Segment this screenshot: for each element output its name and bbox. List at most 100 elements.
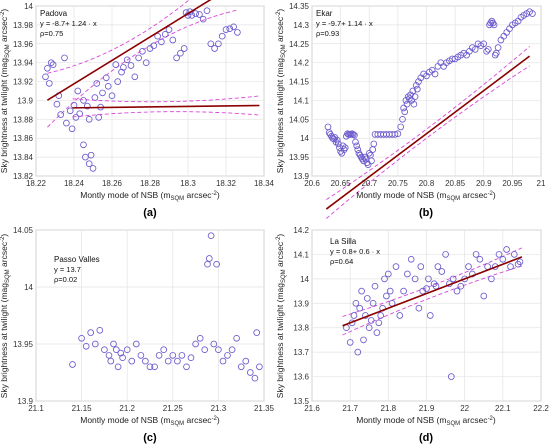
data-point (371, 282, 379, 290)
data-point (42, 73, 49, 81)
data-point (325, 129, 333, 136)
data-point (112, 346, 120, 354)
data-point (169, 36, 177, 44)
data-point (354, 348, 362, 356)
y-tick-label: 13.9 (293, 172, 309, 181)
data-point (183, 363, 190, 371)
correlation-d: ρ=0.64 (330, 257, 353, 266)
data-point (410, 100, 418, 108)
y-tick-label: 14.2 (293, 226, 309, 235)
y-tick-labels-c: 13.9 13.95 14 14.05 (13, 226, 34, 406)
y-tick-label: 14.05 (289, 115, 310, 124)
data-point (494, 44, 502, 51)
data-point (499, 255, 507, 263)
y-tick-label: 14.2 (293, 59, 309, 68)
x-tick-label: 21.35 (254, 404, 275, 413)
panel-label-b: (b) (419, 207, 433, 219)
data-point (368, 157, 375, 165)
data-point (142, 59, 150, 67)
data-point (192, 340, 199, 348)
data-point (341, 144, 349, 152)
data-point (215, 346, 222, 354)
data-point (251, 374, 259, 382)
data-point (108, 92, 116, 100)
data-point (150, 42, 158, 50)
data-point (404, 93, 412, 101)
data-point (360, 157, 367, 165)
data-point (228, 346, 236, 354)
y-tick-labels-d: 13.5 13.6 13.7 13.8 13.9 14 14.1 14.2 (293, 226, 309, 406)
data-point (434, 263, 442, 270)
confidence-band-b (326, 46, 530, 219)
data-point (199, 15, 207, 23)
data-point (392, 263, 400, 270)
y-tick-label: 13.95 (289, 153, 310, 162)
data-point (472, 251, 480, 258)
data-point (407, 255, 415, 263)
x-tick-label: 21.8 (381, 404, 397, 413)
x-tick-label: 22.2 (533, 404, 549, 413)
data-point (224, 352, 231, 359)
regression-equation-c: y = 13.7 (54, 265, 81, 274)
x-tick-label: 21.25 (163, 404, 184, 413)
confidence-bound-lower (326, 65, 530, 219)
data-point (369, 299, 377, 307)
data-point (186, 8, 194, 16)
x-tick-label: 22 (460, 404, 469, 413)
x-tick-label: 21 (537, 179, 546, 188)
data-point (137, 352, 145, 359)
data-point (349, 131, 357, 138)
correlation-c: ρ=0.02 (54, 275, 77, 284)
data-point (375, 319, 383, 327)
data-point (383, 292, 390, 300)
data-point (397, 123, 405, 131)
data-point (415, 78, 422, 85)
data-point (96, 326, 104, 334)
data-point (352, 138, 359, 146)
y-tick-label: 13.9 (17, 397, 33, 406)
x-tick-label: 21.3 (211, 404, 227, 413)
data-point (207, 232, 215, 240)
data-point (400, 287, 407, 295)
confidence-band-c (72, 95, 260, 118)
data-point (101, 346, 108, 354)
x-tick-label: 18.24 (64, 179, 85, 188)
data-point (415, 304, 423, 312)
data-point (256, 363, 263, 371)
data-point (165, 26, 173, 33)
confidence-bound-upper (326, 46, 530, 200)
data-point (164, 357, 172, 365)
data-point (203, 7, 211, 15)
data-point (362, 155, 370, 163)
data-point (204, 260, 211, 268)
y-tick-label: 14.05 (13, 226, 34, 235)
data-point (87, 151, 95, 159)
y-axis-label-b: Sky brightness at twilight (magSQM arcse… (275, 9, 287, 174)
y-tick-label: 13.9 (17, 96, 33, 105)
x-axis-label-d: Montly mode of NSB (mSQM arcsec-2) (356, 415, 496, 427)
data-point (480, 292, 488, 300)
data-point (57, 111, 65, 118)
data-point (117, 349, 125, 357)
data-point (411, 93, 419, 101)
x-tick-label: 20.95 (502, 179, 523, 188)
data-point (169, 352, 177, 359)
data-point (114, 363, 122, 371)
data-point (104, 82, 112, 90)
data-point (207, 40, 215, 48)
data-point (358, 287, 365, 295)
y-tick-label: 13.6 (293, 373, 309, 382)
x-tick-label: 21.7 (342, 404, 358, 413)
data-point (350, 312, 358, 319)
data-point (431, 70, 439, 78)
y-tick-label: 14 (300, 275, 309, 284)
confidence-bound-lower (342, 265, 523, 336)
data-point (237, 363, 245, 371)
data-point (211, 45, 218, 52)
data-point (114, 78, 122, 85)
data-point (132, 340, 140, 348)
panel-c: 21.1 21.15 21.2 21.25 21.3 21.35 13.913.95141… (0, 95, 275, 444)
panel-label-a: (a) (143, 207, 157, 219)
data-point (411, 275, 419, 283)
